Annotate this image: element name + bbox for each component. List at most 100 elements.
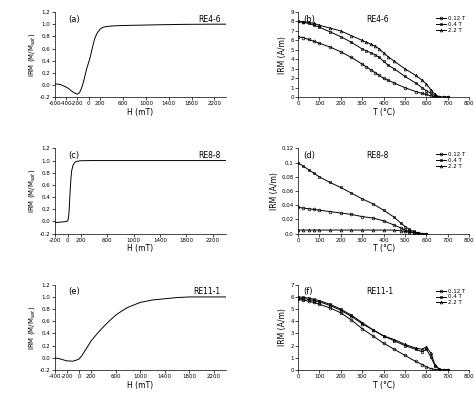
2.2 T (428, 87, 434, 92)
2.2 T (441, 95, 447, 100)
0.4 T (295, 294, 301, 299)
0.4 T (364, 48, 369, 53)
0.4 T (301, 20, 306, 25)
0.4 T (428, 354, 434, 359)
0.12 T (317, 302, 322, 307)
2.2 T (392, 59, 397, 64)
2.2 T (317, 300, 322, 304)
0.4 T (327, 180, 333, 185)
0.12 T (441, 368, 447, 372)
0.12 T (406, 229, 412, 234)
2.2 T (370, 328, 376, 332)
0.4 T (445, 368, 451, 372)
0.4 T (392, 215, 397, 220)
Y-axis label: IRM (A/m): IRM (A/m) (278, 308, 287, 346)
0.4 T (398, 220, 403, 225)
0.12 T (410, 230, 416, 234)
0.4 T (381, 334, 386, 338)
0.4 T (338, 307, 344, 312)
0.4 T (359, 196, 365, 201)
2.2 T (359, 321, 365, 326)
2.2 T (301, 19, 306, 24)
0.4 T (311, 297, 317, 302)
2.2 T (370, 228, 376, 232)
0.12 T (317, 41, 322, 46)
2.2 T (424, 82, 429, 86)
0.4 T (311, 171, 317, 176)
0.4 T (348, 313, 354, 318)
0.12 T (359, 326, 365, 331)
Text: RE11-1: RE11-1 (193, 287, 221, 296)
0.12 T (306, 37, 311, 42)
0.12 T (415, 230, 421, 235)
0.12 T (348, 212, 354, 217)
0.12 T (381, 218, 386, 223)
2.2 T (398, 228, 403, 233)
0.12 T (398, 226, 403, 230)
0.12 T (428, 94, 434, 98)
0.12 T (359, 62, 365, 66)
0.12 T (424, 92, 429, 97)
0.12 T (317, 208, 322, 212)
0.4 T (301, 295, 306, 300)
0.12 T (402, 228, 408, 232)
Text: (f): (f) (303, 287, 312, 296)
2.2 T (415, 231, 421, 236)
2.2 T (295, 296, 301, 300)
2.2 T (348, 33, 354, 38)
2.2 T (306, 297, 311, 302)
0.12 T (385, 78, 391, 82)
Legend: 0.12 T, 0.4 T, 2.2 T: 0.12 T, 0.4 T, 2.2 T (435, 15, 466, 34)
0.4 T (338, 185, 344, 190)
2.2 T (311, 228, 317, 232)
0.12 T (348, 55, 354, 60)
2.2 T (392, 337, 397, 342)
2.2 T (402, 66, 408, 71)
0.4 T (301, 164, 306, 168)
2.2 T (402, 229, 408, 234)
0.4 T (370, 201, 376, 206)
2.2 T (376, 46, 382, 51)
0.4 T (348, 40, 354, 45)
0.12 T (437, 95, 442, 100)
0.12 T (295, 297, 301, 302)
0.12 T (370, 216, 376, 220)
2.2 T (424, 231, 429, 236)
0.4 T (413, 81, 419, 86)
Y-axis label: IRM (M/M$_{sat}$): IRM (M/M$_{sat}$) (27, 32, 37, 77)
2.2 T (381, 50, 386, 55)
0.4 T (424, 231, 429, 236)
2.2 T (295, 228, 301, 232)
0.4 T (437, 94, 442, 99)
0.4 T (317, 298, 322, 303)
0.12 T (402, 353, 408, 358)
0.12 T (327, 209, 333, 214)
0.4 T (419, 349, 425, 354)
Line: 0.4 T: 0.4 T (296, 161, 428, 235)
0.12 T (306, 299, 311, 304)
0.4 T (419, 85, 425, 90)
2.2 T (419, 231, 425, 236)
0.4 T (327, 30, 333, 34)
0.4 T (392, 338, 397, 343)
0.4 T (376, 55, 382, 60)
X-axis label: T (°C): T (°C) (373, 380, 395, 390)
Line: 0.12 T: 0.12 T (296, 35, 449, 99)
Legend: 0.12 T, 0.4 T, 2.2 T: 0.12 T, 0.4 T, 2.2 T (435, 151, 466, 170)
2.2 T (317, 23, 322, 28)
Line: 2.2 T: 2.2 T (296, 20, 449, 99)
Line: 0.12 T: 0.12 T (296, 298, 449, 371)
0.4 T (306, 21, 311, 26)
0.4 T (311, 23, 317, 28)
Line: 0.4 T: 0.4 T (296, 296, 449, 371)
Text: RE8-8: RE8-8 (199, 151, 221, 160)
Text: RE4-6: RE4-6 (366, 14, 389, 24)
0.12 T (359, 214, 365, 219)
0.12 T (392, 347, 397, 352)
X-axis label: H (mT): H (mT) (127, 244, 153, 253)
0.4 T (413, 347, 419, 352)
2.2 T (381, 228, 386, 232)
0.12 T (424, 364, 429, 369)
Line: 0.4 T: 0.4 T (296, 20, 449, 99)
2.2 T (338, 308, 344, 313)
